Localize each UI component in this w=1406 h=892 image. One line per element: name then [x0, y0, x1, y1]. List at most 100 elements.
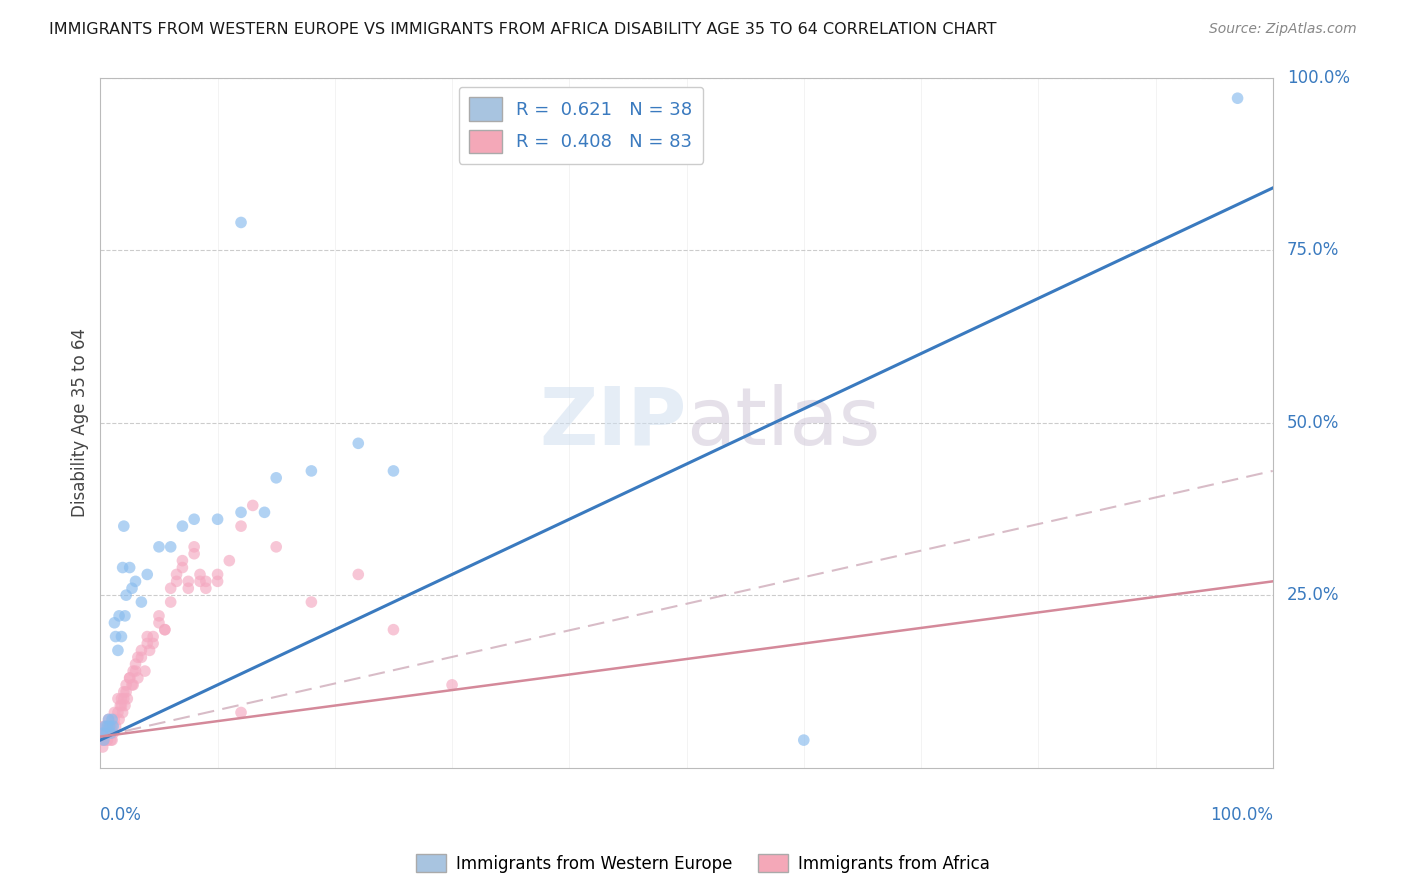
Point	[153, 623, 176, 637]
Point	[172, 554, 194, 568]
Point	[101, 733, 124, 747]
Point	[253, 505, 276, 519]
Point	[110, 691, 132, 706]
Point	[97, 719, 120, 733]
Point	[207, 512, 229, 526]
Point	[96, 719, 118, 733]
Point	[207, 567, 229, 582]
Text: atlas: atlas	[686, 384, 882, 462]
Point	[131, 595, 153, 609]
Point	[97, 712, 120, 726]
Point	[229, 519, 252, 533]
Text: 100.0%: 100.0%	[1286, 69, 1350, 87]
Point	[110, 698, 132, 713]
Point	[93, 726, 115, 740]
Point	[229, 706, 252, 720]
Point	[127, 650, 149, 665]
Point	[114, 698, 136, 713]
Point	[118, 560, 141, 574]
Point	[121, 678, 143, 692]
Point	[159, 595, 181, 609]
Legend: R =  0.621   N = 38, R =  0.408   N = 83: R = 0.621 N = 38, R = 0.408 N = 83	[458, 87, 703, 163]
Point	[103, 706, 125, 720]
Text: 100.0%: 100.0%	[1209, 805, 1272, 823]
Point	[98, 726, 121, 740]
Point	[117, 691, 139, 706]
Point	[218, 554, 240, 568]
Point	[112, 685, 135, 699]
Point	[97, 712, 120, 726]
Point	[264, 471, 287, 485]
Point	[100, 733, 122, 747]
Point	[138, 643, 160, 657]
Text: 0.0%: 0.0%	[100, 805, 142, 823]
Point	[91, 726, 114, 740]
Point	[382, 464, 405, 478]
Point	[103, 726, 125, 740]
Point	[94, 733, 117, 747]
Point	[177, 581, 200, 595]
Point	[142, 636, 165, 650]
Point	[183, 540, 205, 554]
Point	[124, 664, 146, 678]
Point	[111, 560, 134, 574]
Point	[134, 664, 156, 678]
Point	[103, 615, 125, 630]
Legend: Immigrants from Western Europe, Immigrants from Africa: Immigrants from Western Europe, Immigran…	[409, 847, 997, 880]
Point	[159, 540, 181, 554]
Point	[122, 664, 145, 678]
Point	[166, 567, 188, 582]
Point	[148, 540, 170, 554]
Point	[115, 588, 138, 602]
Point	[110, 630, 132, 644]
Point	[111, 706, 134, 720]
Point	[104, 630, 127, 644]
Point	[100, 726, 122, 740]
Point	[101, 719, 124, 733]
Point	[1226, 91, 1249, 105]
Point	[127, 671, 149, 685]
Point	[96, 726, 118, 740]
Point	[112, 519, 135, 533]
Point	[153, 623, 176, 637]
Point	[90, 726, 112, 740]
Point	[382, 623, 405, 637]
Text: ZIP: ZIP	[540, 384, 686, 462]
Point	[121, 581, 143, 595]
Point	[347, 436, 370, 450]
Y-axis label: Disability Age 35 to 64: Disability Age 35 to 64	[72, 328, 89, 517]
Point	[115, 678, 138, 692]
Point	[101, 712, 124, 726]
Point	[188, 574, 211, 589]
Point	[264, 540, 287, 554]
Point	[159, 581, 181, 595]
Point	[177, 574, 200, 589]
Point	[90, 733, 112, 747]
Point	[96, 733, 118, 747]
Point	[136, 636, 159, 650]
Point	[118, 671, 141, 685]
Point	[91, 733, 114, 747]
Point	[93, 719, 115, 733]
Point	[96, 719, 118, 733]
Point	[793, 733, 815, 747]
Point	[108, 608, 131, 623]
Text: Source: ZipAtlas.com: Source: ZipAtlas.com	[1209, 22, 1357, 37]
Point	[166, 574, 188, 589]
Point	[299, 464, 322, 478]
Point	[136, 630, 159, 644]
Point	[183, 547, 205, 561]
Point	[194, 574, 217, 589]
Point	[118, 671, 141, 685]
Point	[98, 719, 121, 733]
Point	[94, 719, 117, 733]
Point	[229, 505, 252, 519]
Point	[124, 657, 146, 672]
Point	[108, 712, 131, 726]
Point	[115, 685, 138, 699]
Point	[194, 581, 217, 595]
Point	[172, 560, 194, 574]
Point	[299, 595, 322, 609]
Point	[107, 643, 129, 657]
Point	[100, 719, 122, 733]
